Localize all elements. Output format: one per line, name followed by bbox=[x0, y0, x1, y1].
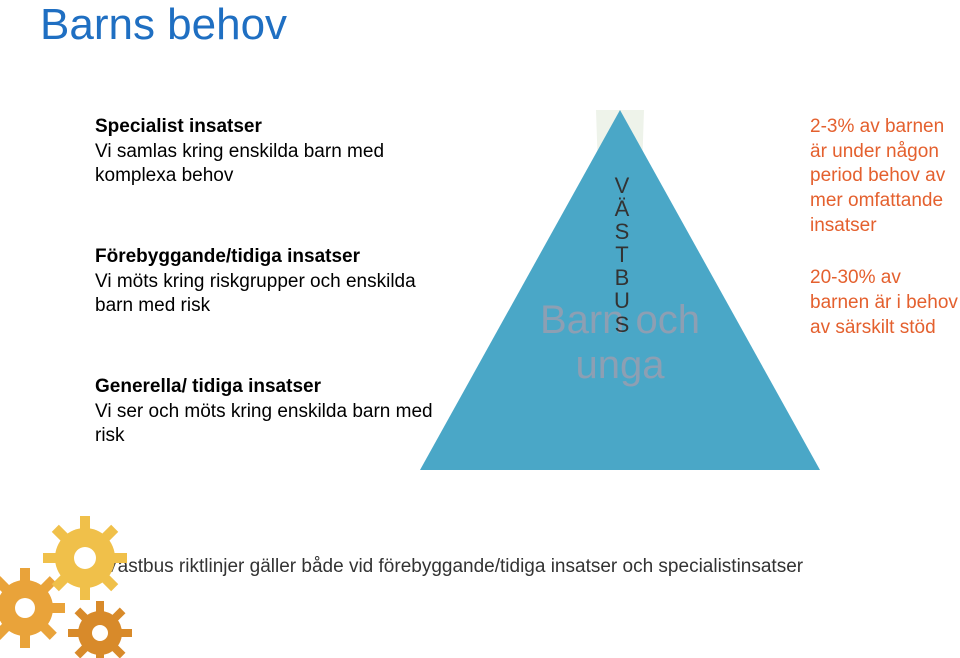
vastbus-letter: B bbox=[612, 266, 632, 289]
bottom-note: Västbus riktlinjer gäller både vid föreb… bbox=[105, 555, 825, 580]
gear-icon bbox=[0, 568, 65, 648]
triangle-label-bottom: unga bbox=[576, 343, 665, 387]
block-generella: Generella/ tidiga insatser Vi ser och mö… bbox=[95, 375, 435, 449]
block-sub: Vi samlas kring enskilda barn med komple… bbox=[95, 140, 435, 189]
block-sub: Vi ser och möts kring enskilda barn med … bbox=[95, 400, 435, 449]
gear-icon bbox=[43, 516, 127, 600]
vastbus-letter: S bbox=[612, 313, 632, 336]
right-note-2: 20-30% av barnen är i behov av särskilt … bbox=[810, 266, 960, 340]
gears-svg bbox=[0, 498, 160, 658]
vastbus-letter: U bbox=[612, 289, 632, 312]
vastbus-letter: S bbox=[612, 220, 632, 243]
block-title: Generella/ tidiga insatser bbox=[95, 375, 435, 400]
block-title: Specialist insatser bbox=[95, 115, 435, 140]
vastbus-acronym: V Ä S T B U S bbox=[612, 174, 632, 336]
gears-decoration bbox=[0, 498, 160, 658]
block-title: Förebyggande/tidiga insatser bbox=[95, 245, 435, 270]
gear-icon bbox=[68, 601, 132, 658]
block-specialist: Specialist insatser Vi samlas kring ensk… bbox=[95, 115, 435, 189]
vastbus-letter: Ä bbox=[612, 197, 632, 220]
block-sub: Vi möts kring riskgrupper och enskilda b… bbox=[95, 270, 435, 319]
page-title: Barns behov bbox=[40, 0, 287, 50]
vastbus-letter: T bbox=[612, 243, 632, 266]
block-forebyggande: Förebyggande/tidiga insatser Vi möts kri… bbox=[95, 245, 435, 319]
vastbus-letter: V bbox=[612, 174, 632, 197]
right-note-1: 2-3% av barnen är under någon period beh… bbox=[810, 115, 960, 238]
